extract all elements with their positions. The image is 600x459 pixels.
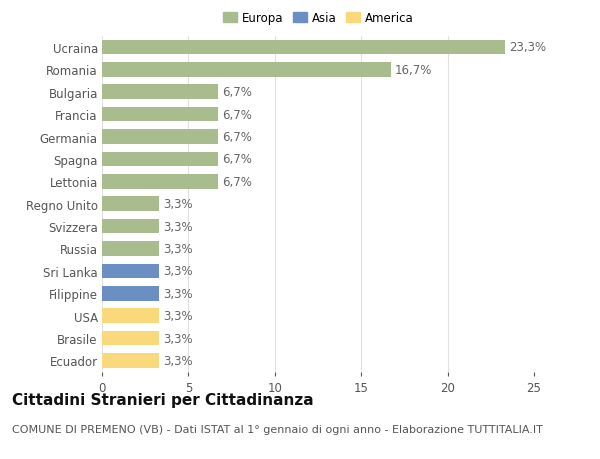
Bar <box>102 309 159 323</box>
Text: 6,7%: 6,7% <box>222 86 252 99</box>
Text: 6,7%: 6,7% <box>222 131 252 144</box>
Text: 3,3%: 3,3% <box>163 354 193 367</box>
Bar <box>102 130 218 145</box>
Text: 3,3%: 3,3% <box>163 332 193 345</box>
Bar <box>102 219 159 234</box>
Bar <box>102 85 218 100</box>
Text: 3,3%: 3,3% <box>163 242 193 255</box>
Bar <box>102 353 159 368</box>
Bar <box>102 331 159 346</box>
Text: 6,7%: 6,7% <box>222 175 252 188</box>
Text: 3,3%: 3,3% <box>163 198 193 211</box>
Text: 23,3%: 23,3% <box>509 41 546 54</box>
Bar <box>102 197 159 212</box>
Bar <box>102 41 505 55</box>
Text: 6,7%: 6,7% <box>222 153 252 166</box>
Text: Cittadini Stranieri per Cittadinanza: Cittadini Stranieri per Cittadinanza <box>12 392 314 408</box>
Legend: Europa, Asia, America: Europa, Asia, America <box>220 10 416 28</box>
Bar <box>102 152 218 167</box>
Text: 3,3%: 3,3% <box>163 265 193 278</box>
Bar <box>102 175 218 189</box>
Bar <box>102 63 391 78</box>
Text: 3,3%: 3,3% <box>163 220 193 233</box>
Bar <box>102 286 159 301</box>
Text: 6,7%: 6,7% <box>222 108 252 121</box>
Bar <box>102 108 218 122</box>
Text: 3,3%: 3,3% <box>163 309 193 322</box>
Text: COMUNE DI PREMENO (VB) - Dati ISTAT al 1° gennaio di ogni anno - Elaborazione TU: COMUNE DI PREMENO (VB) - Dati ISTAT al 1… <box>12 425 543 435</box>
Text: 16,7%: 16,7% <box>395 64 432 77</box>
Bar <box>102 264 159 279</box>
Text: 3,3%: 3,3% <box>163 287 193 300</box>
Bar <box>102 242 159 256</box>
